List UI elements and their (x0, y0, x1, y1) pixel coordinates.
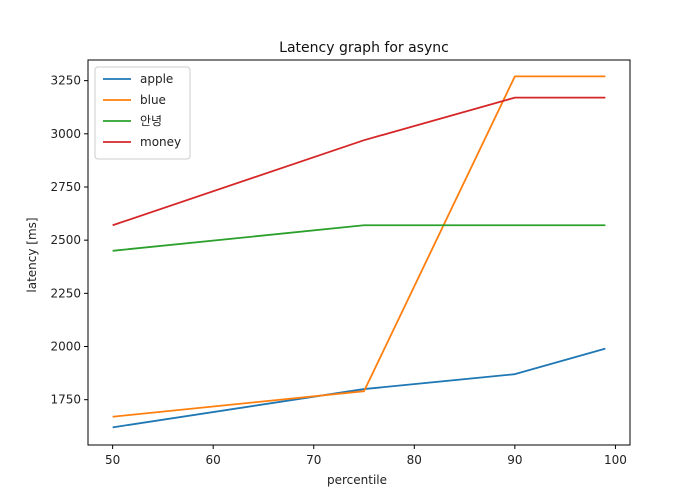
x-tick-label: 70 (306, 453, 321, 467)
y-tick-label: 1750 (50, 393, 81, 407)
legend: apple blue 안녕 money (94, 66, 191, 160)
y-tick-label: 2750 (50, 180, 81, 194)
y-tick-label: 3000 (50, 127, 81, 141)
series-line-money (112, 96, 606, 227)
y-tick-label: 2250 (50, 286, 81, 300)
y-tick-label: 2000 (50, 340, 81, 354)
plot-area: 50 60 70 80 90 100 1750 2000 2250 2500 2750 3000 325… (50, 59, 631, 467)
legend-label: apple (140, 72, 173, 86)
y-tick-label: 3250 (50, 74, 81, 88)
legend-label: 안녕 (140, 114, 162, 128)
chart-title: Latency graph for async (279, 40, 449, 56)
series-line-안녕 (112, 224, 606, 252)
y-axis-title: latency [ms] (25, 217, 39, 292)
x-axis-title: percentile (327, 473, 387, 487)
x-tick-label: 60 (206, 453, 221, 467)
series-line-apple (112, 347, 606, 429)
x-tick-label: 90 (507, 453, 522, 467)
axes-frame (87, 59, 631, 446)
legend-label: blue (140, 93, 166, 107)
legend-frame (94, 66, 191, 160)
y-tick-label: 2500 (50, 233, 81, 247)
x-tick-label: 50 (105, 453, 120, 467)
x-tick-label: 80 (407, 453, 422, 467)
x-tick-label: 100 (604, 453, 627, 467)
legend-label: money (140, 135, 181, 149)
series-line-blue (112, 75, 606, 418)
